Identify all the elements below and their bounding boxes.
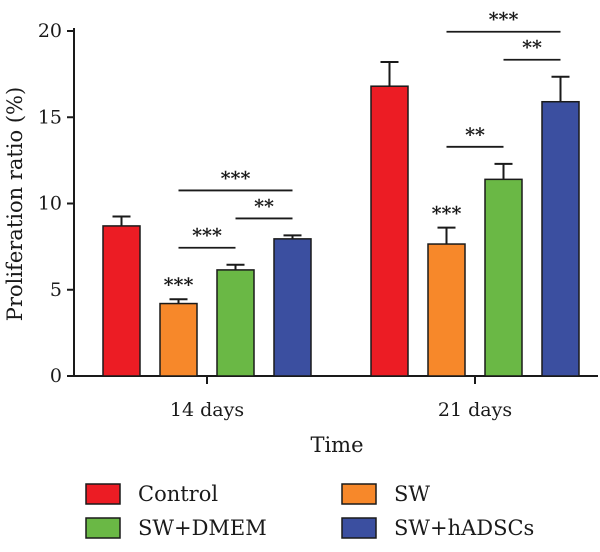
y-tick-label: 20 xyxy=(38,20,62,42)
significance-label: *** xyxy=(164,274,194,296)
legend-item: SW xyxy=(341,482,430,506)
bar-sw-hadscs xyxy=(273,238,312,377)
significance-label: *** xyxy=(192,225,222,247)
legend-item: SW+hADSCs xyxy=(341,516,534,540)
y-tick-label: 15 xyxy=(38,106,62,128)
significance-label: ** xyxy=(254,195,274,217)
significance-label: *** xyxy=(221,167,251,189)
bar-control xyxy=(102,225,141,377)
legend-swatch xyxy=(85,517,121,539)
y-tick-label: 0 xyxy=(50,365,62,387)
legend-label: SW+DMEM xyxy=(138,516,267,540)
legend-swatch xyxy=(85,483,121,505)
significance-label: *** xyxy=(489,9,519,31)
bar-control xyxy=(370,85,409,377)
legend-label: SW+hADSCs xyxy=(394,516,534,540)
legend-label: Control xyxy=(138,482,218,506)
significance-label: *** xyxy=(432,203,462,225)
legend-item: Control xyxy=(85,482,218,506)
y-tick-label: 5 xyxy=(50,279,62,301)
bar-sw xyxy=(159,302,198,377)
significance-label: ** xyxy=(522,37,542,59)
y-axis-title: Proliferation ratio (%) xyxy=(3,87,27,321)
bar-sw-dmem xyxy=(216,269,255,377)
bar-sw xyxy=(427,243,466,377)
legend-item: SW+DMEM xyxy=(85,516,267,540)
significance-label: ** xyxy=(465,124,485,146)
x-tick-label: 21 days xyxy=(438,399,512,421)
legend: Control SW SW+DMEM SW+hADSCs xyxy=(85,482,534,540)
x-axis-title: Time xyxy=(310,433,363,457)
legend-swatch xyxy=(341,517,377,539)
legend-label: SW xyxy=(394,482,430,506)
bar-sw-dmem xyxy=(484,178,523,377)
x-tick-label: 14 days xyxy=(170,399,244,421)
bar-sw-hadscs xyxy=(541,100,580,377)
y-tick-label: 10 xyxy=(38,193,62,215)
legend-swatch xyxy=(341,483,377,505)
